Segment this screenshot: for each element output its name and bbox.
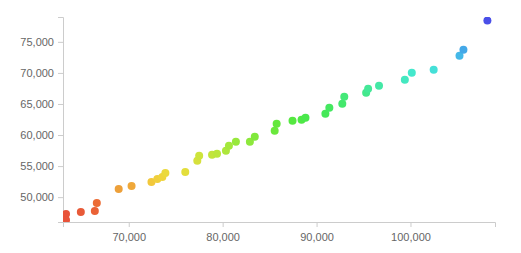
point [195,152,203,160]
point [459,46,467,54]
y-axis: 50,000 55,000 60,000 65,000 70,000 75,000 [20,18,63,223]
tick-label: 90,000 [300,231,334,243]
point [408,69,416,77]
point [430,66,438,74]
point [77,208,85,216]
point [340,93,348,101]
point [213,150,221,158]
point [375,82,383,90]
tick-label: 75,000 [20,36,54,48]
tick: 90,000 [300,222,334,243]
point [289,117,297,125]
point [401,76,409,84]
point [161,169,169,177]
tick-mark [58,104,63,105]
point [181,168,189,176]
tick: 65,000 [20,98,63,110]
point [271,127,279,135]
point [483,17,491,25]
point [225,142,233,150]
tick: 60,000 [20,129,63,141]
tick-mark [58,73,63,74]
point [63,216,70,222]
point [301,114,309,122]
tick-mark [58,135,63,136]
point [251,133,259,141]
points [63,17,491,222]
x-axis: 70,000 80,000 90,000 100,000 [64,222,496,243]
tick-mark [58,197,63,198]
point [91,207,99,215]
tick-mark [58,166,63,167]
tick-label: 50,000 [20,191,54,203]
tick-label: 70,000 [112,231,146,243]
tick-mark [317,222,318,227]
point [128,182,136,190]
point [338,100,346,108]
axis-line [64,223,496,228]
tick-label: 60,000 [20,129,54,141]
plot: 70,000 80,000 90,000 100,000 50,000 55,000 60,… [20,17,495,243]
tick-label: 65,000 [20,98,54,110]
tick: 50,000 [20,191,63,203]
tick-label: 100,000 [391,231,431,243]
tick-label: 55,000 [20,160,54,172]
tick-mark [410,222,411,227]
point [273,120,281,128]
axis-line [58,18,64,223]
point [364,85,372,93]
tick: 75,000 [20,36,63,48]
tick: 80,000 [206,222,240,243]
tick-mark [223,222,224,227]
tick: 70,000 [112,222,146,243]
tick: 55,000 [20,160,63,172]
chart: 70,000 80,000 90,000 100,000 50,000 55,000 60,… [0,0,521,253]
point [93,199,101,207]
tick: 70,000 [20,67,63,79]
tick: 100,000 [391,222,431,243]
tick-mark [58,42,63,43]
tick-label: 80,000 [206,231,240,243]
point [232,138,240,146]
point [325,104,333,112]
tick-label: 70,000 [20,67,54,79]
point [115,185,123,193]
tick-mark [129,222,130,227]
